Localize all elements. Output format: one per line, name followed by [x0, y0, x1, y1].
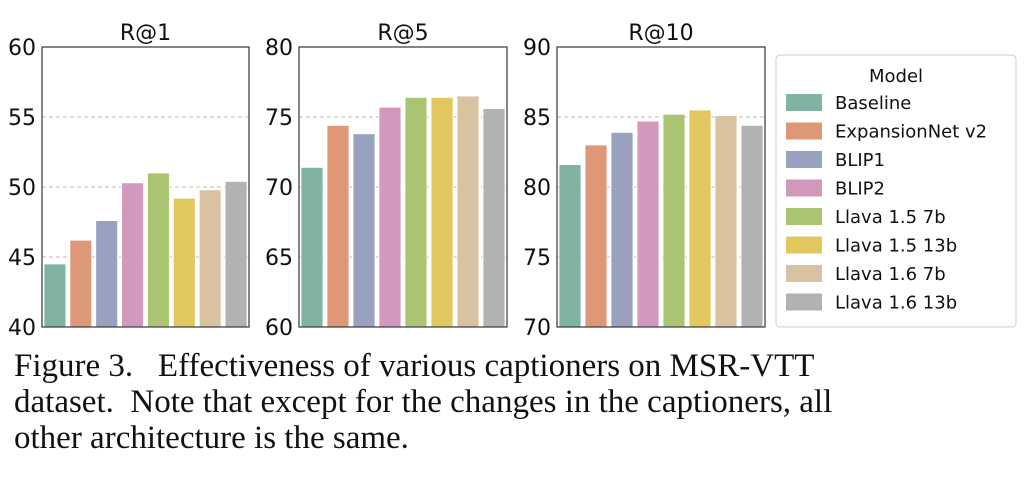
legend-label: BLIP2 [835, 179, 885, 200]
bar-baseline [43, 263, 67, 328]
y-tick-label: 80 [523, 176, 551, 201]
bar-baseline [300, 166, 324, 328]
bar-blip1 [610, 131, 634, 328]
subplot-title: R@10 [628, 21, 693, 46]
y-tick-label: 60 [265, 316, 293, 341]
bar-blip2 [378, 106, 402, 328]
legend-swatch [786, 265, 822, 282]
bar-llava-1-6-7b [456, 95, 480, 328]
bar-blip2 [636, 120, 660, 328]
y-tick-label: 65 [265, 246, 293, 271]
legend-label: Baseline [835, 93, 911, 114]
y-tick-label: 75 [265, 106, 293, 131]
legend-label: Llava 1.6 7b [835, 264, 946, 285]
y-tick-label: 70 [523, 316, 551, 341]
legend-label: Llava 1.5 7b [835, 207, 946, 228]
bar-llava-1-6-13b [482, 108, 506, 328]
plot-frame [556, 46, 766, 328]
bar-llava-1-5-13b [688, 109, 712, 328]
bar-blip1 [95, 220, 119, 328]
bar-llava-1-5-7b [404, 97, 428, 328]
figure-caption: Figure 3. Effectiveness of various capti… [14, 348, 1014, 456]
legend-box [775, 54, 1017, 328]
bar-expansionnet-v2 [584, 144, 608, 328]
legend-label: BLIP1 [835, 150, 885, 171]
bar-llava-1-5-7b [662, 113, 686, 328]
plot-frame [298, 46, 508, 328]
legend-swatch [786, 94, 822, 111]
bar-llava-1-5-13b [172, 197, 196, 328]
y-tick-label: 80 [265, 36, 293, 61]
legend-label: Llava 1.6 13b [835, 293, 957, 314]
legend-swatch [786, 179, 822, 197]
legend-label: ExpansionNet v2 [835, 122, 987, 143]
bar-llava-1-6-7b [198, 189, 222, 328]
caption-line-3: other architecture is the same. [14, 420, 409, 456]
legend-swatch [786, 151, 822, 168]
bar-llava-1-6-13b [740, 125, 764, 328]
caption-line-1: Figure 3. Effectiveness of various capti… [14, 348, 815, 384]
subplot-title: R@5 [377, 21, 428, 46]
plot-frame [41, 46, 250, 328]
y-tick-label: 45 [8, 246, 36, 271]
legend-swatch [786, 293, 822, 311]
bar-llava-1-5-13b [430, 97, 454, 328]
bar-blip1 [352, 133, 376, 328]
bar-baseline [558, 164, 582, 328]
y-tick-label: 55 [8, 106, 36, 131]
bar-expansionnet-v2 [326, 125, 350, 328]
y-tick-label: 50 [8, 176, 36, 201]
bar-llava-1-6-13b [224, 180, 248, 328]
legend-title: Model [869, 66, 923, 87]
legend-label: Llava 1.5 13b [835, 236, 957, 257]
y-tick-label: 85 [523, 106, 551, 131]
bar-blip2 [121, 182, 144, 328]
bar-llava-1-5-7b [147, 172, 170, 328]
legend-swatch [786, 236, 822, 254]
legend-swatch [786, 122, 822, 140]
y-tick-label: 90 [523, 36, 551, 61]
y-tick-label: 40 [8, 316, 36, 341]
figure-chart: 40 45 50 55 60 R@1 60 65 70 75 80 R@5 70 75 80 85 90 R@10… [8, 21, 1017, 341]
legend-swatch [786, 208, 822, 225]
y-tick-label: 70 [265, 176, 293, 201]
subplot-title: R@1 [120, 21, 171, 46]
y-tick-label: 60 [8, 36, 36, 61]
bar-expansionnet-v2 [69, 239, 93, 328]
caption-line-2: dataset. Note that except for the change… [14, 384, 833, 420]
bar-llava-1-6-7b [714, 115, 738, 328]
y-tick-label: 75 [523, 246, 551, 271]
